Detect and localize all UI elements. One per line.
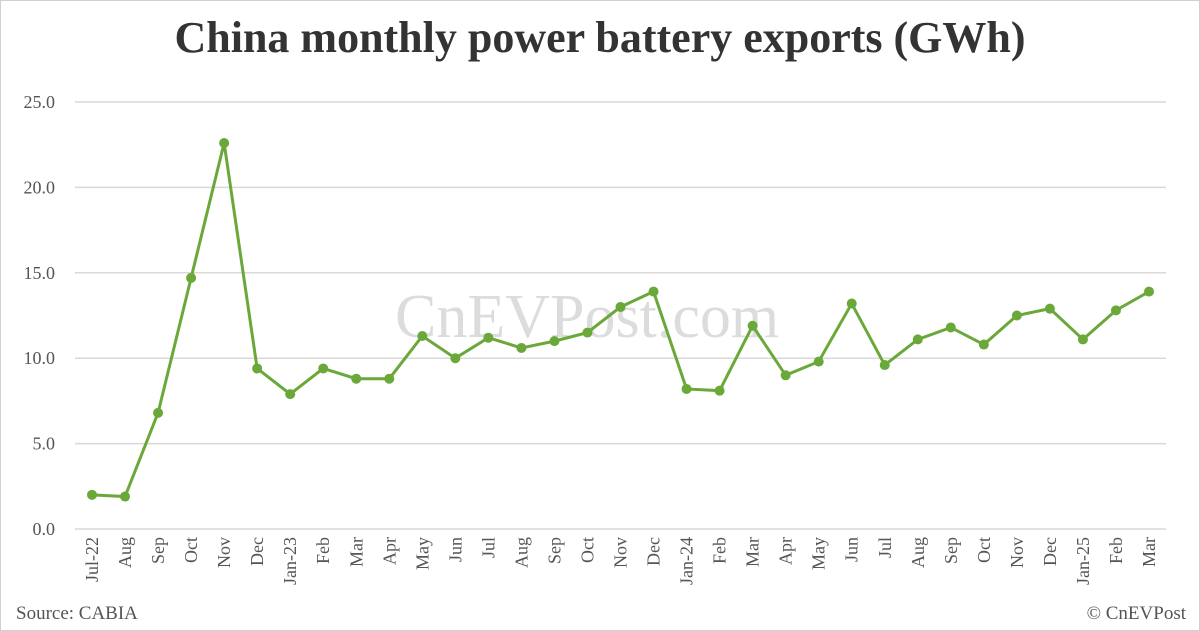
x-tick-label: Apr (776, 537, 796, 565)
data-point (351, 373, 362, 384)
x-tick-label: Feb (1106, 537, 1126, 564)
data-point (219, 137, 230, 148)
data-point (549, 336, 560, 347)
y-tick-label: 10.0 (24, 348, 56, 368)
x-tick-label: Apr (379, 537, 399, 565)
x-tick-label: Dec (247, 537, 267, 566)
x-tick-label: Sep (941, 537, 961, 564)
chart-title: China monthly power battery exports (GWh… (174, 13, 1026, 62)
data-point (384, 373, 395, 384)
x-tick-label: Sep (148, 537, 168, 564)
data-point (285, 389, 296, 400)
data-point (1144, 286, 1154, 297)
copyright-note: © CnEVPost (1086, 603, 1186, 624)
data-point (1044, 303, 1055, 314)
y-tick-label: 20.0 (24, 177, 56, 197)
data-point (615, 301, 626, 312)
x-tick-label: Oct (577, 537, 597, 563)
x-tick-label: Nov (1007, 537, 1027, 568)
data-point (516, 342, 527, 353)
x-tick-label: Nov (214, 537, 234, 568)
y-tick-label: 5.0 (33, 434, 56, 454)
x-tick-label: Jun (842, 537, 862, 562)
data-point (120, 491, 131, 502)
y-tick-label: 15.0 (24, 263, 56, 283)
data-point (1110, 305, 1121, 316)
x-tick-label: Feb (710, 537, 730, 564)
data-point (318, 363, 329, 374)
x-tick-label: May (809, 537, 829, 570)
data-point (186, 272, 197, 283)
data-point (912, 334, 923, 345)
data-point (945, 322, 956, 333)
x-tick-label: Aug (115, 537, 135, 568)
data-point (780, 370, 791, 381)
x-tick-label: Aug (908, 537, 928, 568)
data-point (747, 320, 758, 331)
x-tick-label: Nov (611, 537, 631, 568)
x-tick-label: Feb (313, 537, 333, 564)
y-tick-label: 0.0 (33, 519, 56, 539)
x-tick-label: Jun (445, 537, 465, 562)
data-point (252, 363, 263, 374)
x-tick-label: Jul (875, 537, 895, 558)
x-tick-label: Jul-22 (82, 537, 102, 582)
data-point (681, 383, 692, 394)
x-tick-label: Mar (346, 537, 366, 567)
data-point (978, 339, 989, 350)
data-point (483, 332, 494, 343)
data-point (813, 356, 824, 367)
source-note: Source: CABIA (16, 603, 138, 624)
data-point (450, 353, 461, 364)
data-point (582, 327, 593, 338)
x-tick-label: Jan-24 (677, 537, 697, 585)
x-tick-label: May (412, 537, 432, 570)
x-tick-label: Oct (974, 537, 994, 563)
x-tick-label: Jan-23 (280, 537, 300, 585)
data-point (153, 407, 164, 418)
x-tick-label: Dec (644, 537, 664, 566)
x-tick-label: Sep (544, 537, 564, 564)
data-point (648, 286, 659, 297)
data-point (87, 489, 97, 500)
data-point (1077, 334, 1088, 345)
watermark: CnEVPost.com (395, 283, 780, 351)
data-point (714, 385, 725, 396)
data-point (1011, 310, 1022, 321)
x-tick-label: Jan-25 (1073, 537, 1093, 585)
x-tick-label: Jul (478, 537, 498, 558)
data-point (879, 360, 890, 371)
x-tick-label: Dec (1040, 537, 1060, 566)
y-tick-label: 25.0 (24, 92, 56, 112)
x-tick-label: Mar (1139, 537, 1159, 567)
data-point (417, 330, 428, 341)
x-tick-label: Mar (743, 537, 763, 567)
x-tick-label: Oct (181, 537, 201, 563)
data-point (846, 298, 857, 309)
x-tick-label: Aug (511, 537, 531, 568)
